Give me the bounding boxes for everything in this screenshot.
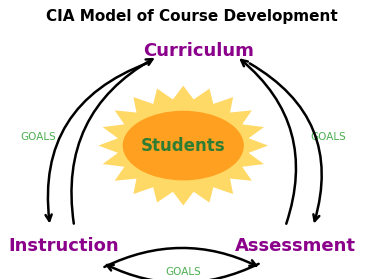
Text: Assessment: Assessment	[235, 237, 356, 255]
Text: GOALS: GOALS	[165, 267, 201, 277]
Text: GOALS: GOALS	[311, 132, 346, 142]
Text: Students: Students	[141, 137, 225, 155]
FancyArrowPatch shape	[104, 248, 256, 267]
Polygon shape	[99, 86, 268, 206]
Text: Instruction: Instruction	[8, 237, 119, 255]
Text: CIA Model of Course Development: CIA Model of Course Development	[46, 9, 338, 24]
FancyArrowPatch shape	[241, 60, 296, 224]
Ellipse shape	[123, 111, 244, 180]
Text: Curriculum: Curriculum	[144, 42, 254, 60]
FancyArrowPatch shape	[46, 63, 148, 221]
FancyArrowPatch shape	[107, 264, 259, 280]
FancyArrowPatch shape	[250, 63, 322, 221]
FancyArrowPatch shape	[72, 59, 152, 224]
Text: GOALS: GOALS	[20, 132, 56, 142]
